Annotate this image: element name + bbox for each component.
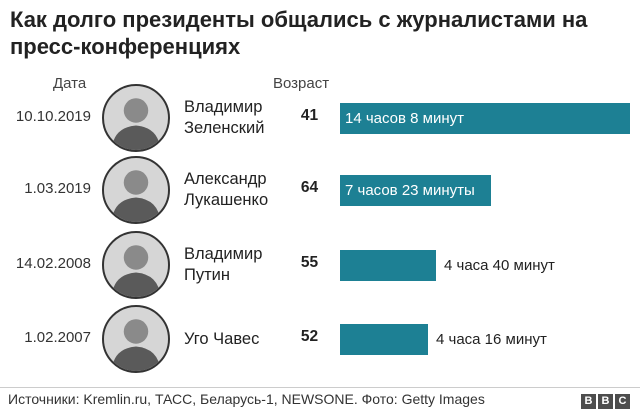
date-column-header: Дата [53, 75, 87, 92]
president-name-line: Уго Чавес [184, 330, 260, 348]
age-column-header: Возраст [273, 75, 330, 92]
age-value: 41 [300, 107, 319, 124]
chart-row: 14.02.2008 Владимир Путин 55 4 часа 40 минут [0, 228, 640, 304]
source-note: Источники: Kremlin.ru, ТАСС, Беларусь-1,… [8, 391, 485, 407]
age-value: 64 [300, 179, 319, 196]
duration-bar [340, 324, 428, 355]
row-date: 1.03.2019 [24, 180, 91, 197]
duration-bar [340, 103, 630, 134]
bbc-logo-letter: C [615, 394, 630, 409]
putin-photo [102, 231, 170, 299]
president-name-line: Путин [184, 266, 230, 284]
row-date: 1.02.2007 [24, 329, 91, 346]
age-value: 55 [300, 254, 319, 271]
chart-title: Как долго президенты общались с журналис… [10, 7, 588, 59]
duration-bar [340, 250, 436, 281]
chavez-photo [102, 305, 170, 373]
president-name: Уго Чавес [184, 329, 259, 350]
president-name-line: Лукашенко [184, 191, 269, 209]
duration-label: 7 часов 23 минуты [345, 182, 475, 199]
chart-row: 1.03.2019 Александр Лукашенко 64 7 часов 23 … [0, 153, 640, 229]
bbc-logo-letter: B [581, 394, 596, 409]
bbc-logo: B B C [581, 394, 630, 409]
president-name-line: Владимир [184, 245, 263, 263]
duration-label: 4 часа 16 минут [436, 331, 547, 348]
footer-divider [0, 387, 640, 388]
zelensky-photo [102, 84, 170, 152]
president-name-line: Александр [184, 170, 267, 188]
president-name: Владимир Путин [184, 244, 262, 286]
row-date: 10.10.2019 [15, 108, 91, 125]
chart-row: 1.02.2007 Уго Чавес 52 4 часа 16 минут [0, 302, 640, 378]
duration-label: 14 часов 8 минут [345, 110, 465, 127]
lukashenko-photo [102, 156, 170, 224]
age-value: 52 [300, 328, 319, 345]
duration-bar [340, 175, 491, 206]
chart-row: 10.10.2019 Владимир Зеленский 41 14 часов 8 … [0, 81, 640, 157]
president-name-line: Владимир [184, 98, 263, 116]
row-date: 14.02.2008 [15, 255, 91, 272]
bbc-logo-letter: B [598, 394, 613, 409]
president-name-line: Зеленский [184, 119, 265, 137]
president-name: Владимир Зеленский [184, 97, 264, 139]
duration-label: 4 часа 40 минут [444, 257, 555, 274]
president-name: Александр Лукашенко [184, 169, 268, 211]
